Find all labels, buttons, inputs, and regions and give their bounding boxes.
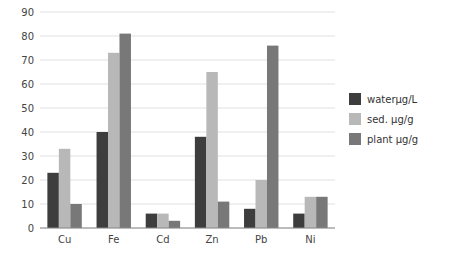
legend: waterμg/L sed. μg/g plant μg/g [349,93,418,145]
legend-swatch [349,113,361,125]
bar [316,197,327,228]
bar [267,46,278,228]
y-tick-label: 10 [21,199,34,210]
x-tick-label: Cd [156,234,169,245]
grid-line [40,108,335,109]
grid-line [40,204,335,205]
bar [169,221,180,228]
y-tick-label: 70 [21,55,34,66]
bars [47,34,327,228]
bar [218,202,229,228]
bar [146,214,157,228]
grid-line [40,60,335,61]
legend-swatch [349,93,361,105]
grid-line [40,180,335,181]
grid-line [40,84,335,85]
bar [157,214,168,228]
x-tick-label: Pb [255,234,267,245]
legend-label: waterμg/L [367,94,418,105]
grid [40,12,335,228]
bar [59,149,70,228]
legend-label: sed. μg/g [367,114,414,125]
legend-label: plant μg/g [367,134,418,145]
bar [305,197,316,228]
y-tick-label: 60 [21,79,34,90]
grid-line [40,132,335,133]
x-tick-label: Zn [205,234,218,245]
x-tick-label: Cu [58,234,71,245]
bar [47,173,58,228]
y-tick-label: 80 [21,31,34,42]
bar [256,180,267,228]
bar [206,72,217,228]
bar [119,34,130,228]
y-tick-label: 20 [21,175,34,186]
bar [244,209,255,228]
legend-swatch [349,133,361,145]
chart-svg: 0 10 20 30 40 50 60 70 80 90 Cu Fe Cd Zn Pb Ni waterμg/L… [0,0,474,256]
bar [195,137,206,228]
y-tick-label: 90 [21,7,34,18]
grid-line [40,228,335,229]
y-tick-label: 40 [21,127,34,138]
bar [293,214,304,228]
chart-root: 0 10 20 30 40 50 60 70 80 90 Cu Fe Cd Zn Pb Ni waterμg/L… [0,0,474,256]
x-tick-label: Fe [108,234,119,245]
x-axis-line [40,228,335,229]
x-tick-label: Ni [305,234,315,245]
grid-line [40,36,335,37]
bar [97,132,108,228]
y-tick-label: 50 [21,103,34,114]
y-tick-label: 0 [28,223,34,234]
grid-line [40,12,335,13]
grid-line [40,156,335,157]
y-tick-label: 30 [21,151,34,162]
bar [108,53,119,228]
bar [70,204,81,228]
